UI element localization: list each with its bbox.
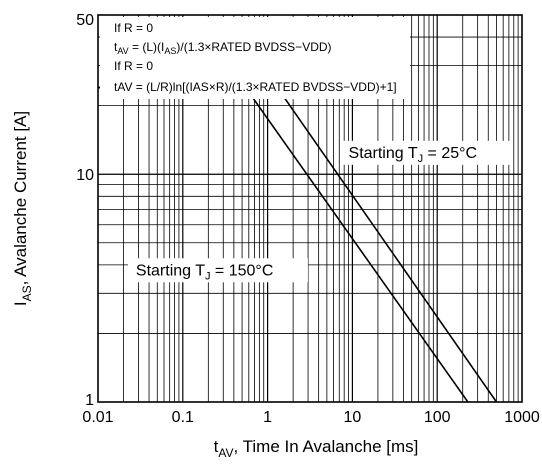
annotation-line-3: If R = 0 — [114, 59, 153, 73]
y-tick-label: 50 — [76, 12, 94, 29]
series-line-150c — [98, 86, 469, 403]
annotation-subscript: AS — [164, 46, 176, 56]
y-tick-labels: 1 10 50 — [76, 12, 94, 409]
annotation-subscript: AV — [117, 46, 128, 56]
x-tick-label: 1 — [263, 409, 272, 426]
y-axis-title-sub: AS — [20, 285, 34, 301]
y-tick-label: 10 — [76, 167, 94, 184]
x-axis-title-rest: , Time In Avalanche [ms] — [233, 437, 418, 456]
curve-label-150c: Starting TJ = 150°C — [136, 262, 273, 282]
y-axis-title: IAS, Avalanche Current [A] — [11, 111, 34, 306]
curve-label-bg — [127, 258, 308, 283]
annotation-box — [100, 17, 410, 99]
curve-label-subscript: J — [205, 270, 211, 282]
x-tick-label: 1000 — [504, 409, 540, 426]
curve-label-text: = 150°C — [210, 262, 273, 279]
x-tick-labels: 0.01 0.1 1 10 100 1000 — [82, 409, 539, 426]
x-axis-title: tAV, Time In Avalanche [ms] — [214, 437, 419, 460]
annotation-segment: = (L)(I — [129, 40, 165, 54]
curve-label-25c: Starting TJ = 25°C — [349, 145, 478, 165]
curve-label-text: = 25°C — [423, 145, 477, 162]
annotation-segment: t — [114, 40, 118, 54]
annotation-text: If R = 0 tAV = (L)(IAS)/(1.3×RATED BVDSS−… — [114, 21, 397, 94]
curve-label-bg — [340, 140, 513, 165]
annotation-segment: If R = 0 — [114, 59, 153, 73]
curve-label-text: Starting T — [349, 145, 418, 162]
plot-frame — [97, 14, 523, 403]
x-tick-label: 0.01 — [82, 409, 113, 426]
x-tick-label: 10 — [344, 409, 362, 426]
y-tick-label: 1 — [85, 392, 94, 409]
x-axis-title-main: t — [214, 437, 219, 456]
annotation-segment: If R = 0 — [114, 21, 153, 35]
annotation-segment: )/(1.3×RATED BVDSS−VDD) — [176, 40, 331, 54]
y-axis-title-main: I — [11, 301, 30, 306]
x-axis-title-sub: AV — [218, 446, 233, 460]
annotation-line-2: tAV = (L)(IAS)/(1.3×RATED BVDSS−VDD) — [114, 40, 332, 56]
annotation-line-1: If R = 0 — [114, 21, 153, 35]
curve-label-text: Starting T — [136, 262, 205, 279]
y-axis-title-rest: , Avalanche Current [A] — [11, 111, 30, 286]
x-tick-label: 0.1 — [172, 409, 194, 426]
annotation-line-4: tAV = (L/R)ln[(IAS×R)/(1.3×RATED BVDSS−V… — [114, 80, 397, 94]
x-tick-label: 100 — [424, 409, 451, 426]
curve-label-subscript: J — [418, 153, 424, 165]
annotation-segment: tAV = (L/R)ln[(IAS×R)/(1.3×RATED BVDSS−V… — [114, 80, 397, 94]
